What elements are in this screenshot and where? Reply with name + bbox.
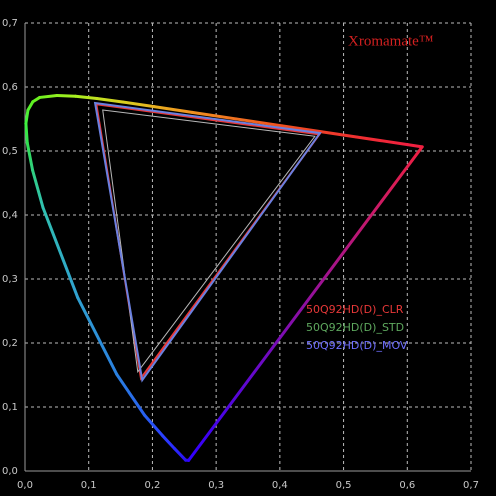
locus-segment <box>24 108 30 125</box>
locus-segment <box>234 117 284 128</box>
x-tick-label: 0,7 <box>463 480 479 491</box>
y-tick-label: 0,5 <box>2 146 18 157</box>
y-tick-label: 0,0 <box>2 466 18 477</box>
locus-segment <box>31 168 45 210</box>
locus-segment <box>190 110 238 121</box>
locus-segment <box>24 121 29 145</box>
locus-segment <box>73 94 99 100</box>
locus-segment <box>161 434 177 451</box>
locus-segment <box>41 206 80 300</box>
locus-segment <box>38 93 59 99</box>
legend-entry: 50Q92HD(D)_CLR <box>306 303 404 316</box>
annotation: Xromamate™ <box>348 33 434 49</box>
locus-segment <box>76 296 119 376</box>
locus-segment <box>406 143 424 149</box>
locus-segment <box>26 100 35 112</box>
locus-segment <box>187 145 424 462</box>
y-tick-label: 0,3 <box>2 274 18 285</box>
x-tick-label: 0,3 <box>208 480 224 491</box>
y-tick-label: 0,6 <box>2 82 18 93</box>
locus-segment <box>55 93 77 98</box>
locus-segment <box>121 100 156 109</box>
locus-segment <box>280 124 359 139</box>
x-tick-label: 0,1 <box>81 480 97 491</box>
x-tick-label: 0,4 <box>272 480 288 491</box>
locus-segment <box>355 135 410 147</box>
gamut-triangle <box>102 109 316 374</box>
y-tick-label: 0,2 <box>2 338 18 349</box>
gamut-triangle <box>93 101 322 383</box>
locus-segment <box>143 413 165 438</box>
locus-segment <box>95 96 125 104</box>
y-tick-label: 0,1 <box>2 402 18 413</box>
legend-entry: 50Q92HD(D)_STD <box>306 321 404 334</box>
x-tick-label: 0,2 <box>144 480 160 491</box>
locus-segment <box>152 105 194 114</box>
x-tick-label: 0,6 <box>399 480 415 491</box>
locus-segment <box>173 447 188 462</box>
legend-entry: 50Q92HD(D)_MOV <box>306 339 408 352</box>
y-tick-label: 0,7 <box>2 18 18 29</box>
x-tick-label: 0,5 <box>336 480 352 491</box>
x-tick-label: 0,0 <box>17 480 33 491</box>
locus-segment <box>115 372 147 417</box>
locus-segment <box>25 141 35 172</box>
y-tick-label: 0,4 <box>2 210 18 221</box>
